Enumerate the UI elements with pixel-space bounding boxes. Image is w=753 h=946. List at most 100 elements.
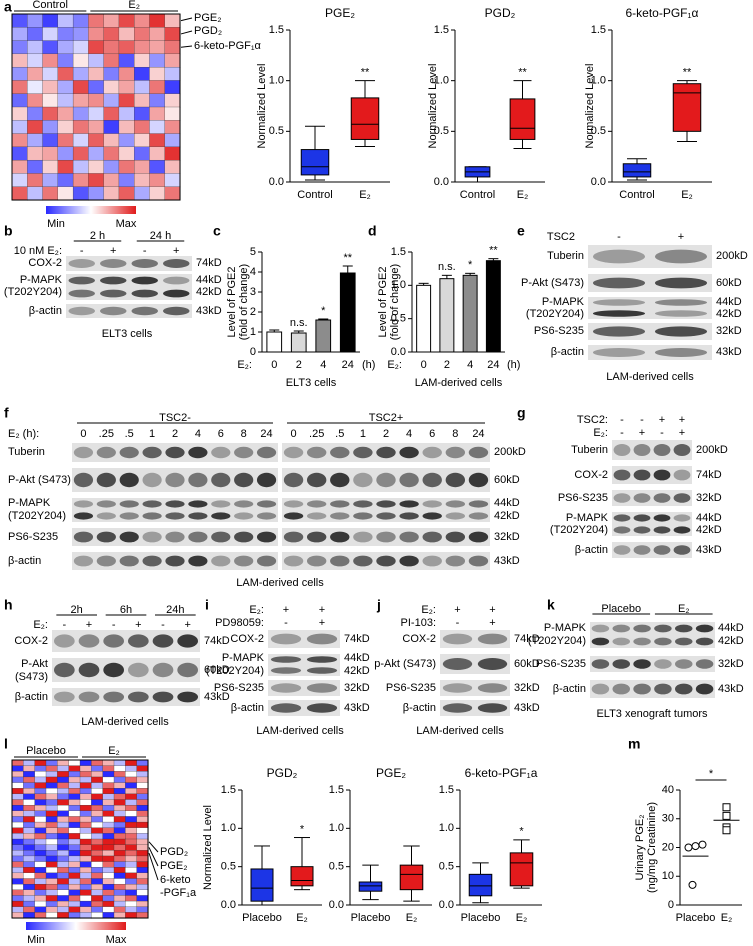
time-label: .5 — [125, 428, 134, 440]
blot-membrane — [282, 528, 490, 546]
blot-membrane — [66, 304, 192, 318]
heatmap-cell — [79, 821, 92, 829]
heatmap-cell — [11, 889, 24, 896]
heatmap-cell — [11, 838, 24, 846]
condition-label: TSC2: — [577, 414, 608, 426]
blot-membrane — [590, 622, 715, 648]
heatmap-cell — [102, 883, 115, 891]
x-tick-label: Control — [297, 189, 332, 201]
blot-band — [53, 662, 75, 678]
heatmap-cell — [102, 912, 115, 919]
panel-label: c — [213, 223, 221, 239]
group-label: TSC2- — [159, 412, 191, 424]
heatmap-cell — [102, 810, 115, 817]
heatmap-cell — [118, 80, 135, 95]
heatmap-cell — [113, 867, 126, 874]
heatmap-cell — [91, 804, 104, 812]
heatmap-cell — [102, 867, 115, 874]
y-tick-label: 1.0 — [269, 75, 284, 87]
blot-band — [283, 472, 304, 488]
heatmap-cell — [11, 120, 28, 135]
heatmap-cell — [68, 889, 81, 896]
heatmap-cell — [45, 855, 58, 863]
size-label: 32kD — [344, 682, 370, 694]
blot-band — [96, 472, 116, 488]
significance: ** — [683, 67, 692, 79]
heatmap-cell — [27, 13, 44, 28]
heatmap-cell — [42, 53, 59, 68]
panel-label: h — [4, 597, 13, 613]
blot-band — [306, 656, 338, 663]
sign: + — [489, 617, 495, 629]
heatmap-cell — [11, 912, 24, 919]
heatmap-cell — [102, 838, 115, 846]
heatmap-frame — [11, 13, 181, 201]
heatmap-cell — [91, 844, 104, 851]
blot-band — [633, 659, 651, 669]
heatmap-cell — [102, 816, 115, 823]
heatmap-cell — [125, 810, 138, 817]
heatmap-cell — [45, 816, 58, 823]
y-tick-label: 1.0 — [221, 822, 236, 834]
heatmap-cell — [57, 906, 70, 913]
size-label: 42kD — [716, 308, 742, 320]
bar — [315, 319, 332, 353]
heatmap-cell — [136, 788, 149, 795]
size-label: 43kD — [494, 555, 520, 567]
heatmap-cell — [57, 80, 74, 95]
blot-band — [103, 691, 125, 703]
blot-band — [591, 624, 610, 633]
heatmap-cell — [57, 120, 74, 135]
blot-band — [234, 472, 254, 488]
blot-band — [306, 531, 327, 543]
heatmap-cell — [34, 883, 47, 891]
heatmap-cell — [11, 782, 24, 789]
heatmap-cell — [91, 878, 104, 885]
heatmap-cell — [23, 883, 36, 891]
heatmap-cell — [45, 900, 58, 908]
heatmap-cell — [88, 146, 105, 161]
heatmap-cell — [103, 106, 120, 121]
y-tick-label: 40 — [662, 784, 674, 796]
heatmap-cell — [134, 173, 151, 188]
heatmap-cell — [113, 804, 126, 812]
blot-band — [270, 667, 302, 674]
blot-band — [399, 512, 419, 520]
blot-band — [653, 545, 671, 555]
protein-label: β-actin — [8, 555, 41, 567]
blot-band — [353, 531, 373, 543]
heatmap-cell — [23, 861, 36, 868]
blot-band — [654, 624, 672, 633]
heatmap-cell — [23, 867, 36, 874]
heatmap-cell — [42, 40, 59, 55]
x-prefix: E₂: — [387, 359, 402, 371]
sign: + — [679, 414, 685, 426]
heatmap-cell — [72, 186, 89, 201]
heatmap-cell — [149, 120, 166, 135]
protein-label: (T202Y204) — [526, 308, 584, 320]
caption: ELT3 xenograft tumors — [596, 708, 708, 720]
blot-band — [53, 634, 75, 648]
row-label: PGD₂ — [194, 25, 222, 37]
time-label: 2 — [383, 428, 389, 440]
heatmap-cell — [102, 821, 115, 829]
blot-band — [399, 472, 419, 488]
heatmap-cell — [113, 838, 126, 846]
heatmap-cell — [72, 27, 89, 42]
heatmap-cell — [11, 40, 28, 55]
chart-title: PGE₂ — [376, 766, 406, 780]
blot-band — [211, 472, 231, 488]
heatmap-cell — [102, 889, 115, 896]
box — [250, 868, 274, 902]
heatmap-cell — [79, 816, 92, 823]
blot-band — [633, 683, 651, 695]
heatmap-cell — [136, 878, 149, 885]
heatmap-cell — [11, 788, 24, 795]
heatmap-cell — [136, 776, 149, 784]
heatmap-cell — [57, 793, 70, 801]
heatmap-cell — [79, 855, 92, 863]
y-tick-label: 1.0 — [391, 279, 406, 291]
blot-band — [477, 633, 508, 645]
heatmap-cell — [57, 895, 70, 902]
